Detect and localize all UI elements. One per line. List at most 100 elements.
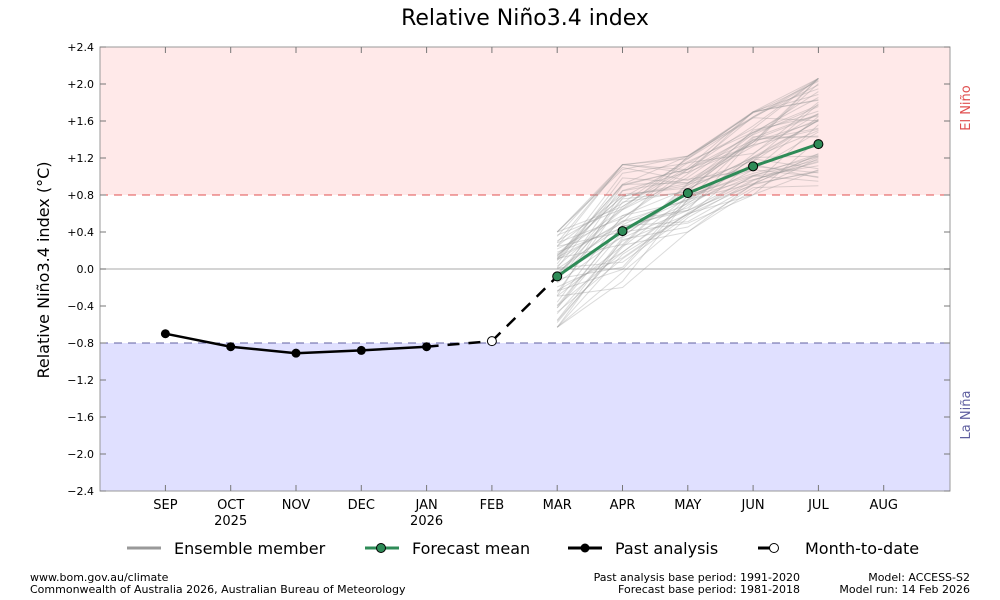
ensemble-member-line [556,124,819,307]
nino34-chart: Relative Niño3.4 index Relative Niño3.4 … [34,6,974,558]
past-analysis-point [226,342,236,352]
ensemble-member-line [556,169,819,292]
footer-past-base-period: Past analysis base period: 1991-2020 [593,571,800,584]
forecast-mean-point [682,188,693,199]
ensemble-members [556,77,819,328]
ensemble-member-line [556,139,819,309]
x-tick-label: JUL [807,498,829,513]
x-tick-label: FEB [480,498,505,513]
ensemble-member-line [556,84,819,258]
ensemble-member-line [557,101,819,247]
legend-marker-mtd [769,543,779,553]
ensemble-member-line [556,116,819,296]
y-tick-label: −2.0 [67,448,94,461]
ensemble-member-line [556,170,819,321]
ensemble-member-line [556,117,819,260]
la-nina-label: La Niña [959,391,974,440]
legend-label: Month-to-date [805,539,919,558]
legend-marker-forecast [376,543,386,553]
y-tick-label: −2.4 [67,485,94,498]
x-tick-label: MAR [543,498,572,513]
ensemble-member-line [556,88,819,233]
ensemble-member-line [556,78,819,260]
ensemble-member-line [556,77,819,243]
la-nina-region [100,343,950,491]
ensemble-member-line [556,185,819,328]
x-tick-label: DEC [348,498,375,513]
y-tick-label: +1.2 [67,152,94,165]
legend-label: Past analysis [615,539,718,558]
y-tick-label: +2.4 [67,41,94,54]
y-tick-label: +1.6 [67,115,94,128]
ensemble-member-line [556,83,819,269]
ensemble-member-line [556,112,819,276]
chart-title: Relative Niño3.4 index [401,6,649,31]
y-tick-label: −0.8 [67,337,94,350]
forecast-mean-point [748,161,759,172]
y-axis-label: Relative Niño3.4 index (°C) [34,162,53,379]
x-tick-label: JAN [414,498,437,513]
forecast-mean-point [552,271,563,282]
ensemble-member-line [556,163,819,328]
past-analysis-point [422,342,432,352]
ensemble-member-line [556,120,819,233]
ensemble-member-line [556,160,819,288]
ensemble-member-line [556,165,819,297]
ensemble-member-line [556,78,819,247]
footer-base-periods: Past analysis base period: 1991-2020 For… [560,572,800,596]
ensemble-member-line [556,79,819,247]
el-nino-region [100,47,950,195]
ensemble-member-line [556,153,819,306]
y-tick-label: +0.4 [67,226,94,239]
x-tick-label: NOV [282,498,311,513]
forecast-mean-point [813,139,824,150]
ensemble-member-line [557,94,819,236]
x-tick-label: OCT [217,498,244,513]
legend-label: Forecast mean [412,539,530,558]
ensemble-member-line [556,78,819,261]
ensemble-member-line [556,110,819,279]
ensemble-member-line [556,103,819,265]
ensemble-member-line [557,120,819,253]
x-year-label: 2025 [214,514,247,529]
y-tick-label: +0.8 [67,189,94,202]
x-tick-label: AUG [869,498,897,513]
footer-model-run: Model run: 14 Feb 2026 [839,583,970,596]
connector-line [491,275,559,342]
legend: Ensemble member Forecast mean Past analysi… [127,539,919,558]
ensemble-member-line [557,118,819,259]
x-tick-label: JUN [741,498,765,513]
legend-item-past: Past analysis [568,539,718,558]
plot-area: El Niño La Niña +2.4 +2.0 +1.6 +1.2 +0.8 +0.4 0.… [67,41,974,529]
ensemble-member-line [556,77,819,237]
ensemble-member-line [556,99,819,242]
past-analysis-point [160,329,170,339]
ensemble-member-line [556,175,819,328]
x-tick-label: MAY [674,498,701,513]
legend-item-mtd: Month-to-date [758,539,919,558]
ensemble-member-line [557,106,819,244]
month-to-date-line [426,339,493,348]
x-tick-label: APR [610,498,636,513]
ensemble-member-line [557,156,819,292]
y-tick-label: −0.4 [67,300,94,313]
footer-credits: www.bom.gov.au/climate Commonwealth of A… [30,572,405,596]
ensemble-member-line [557,119,819,269]
month-to-date-point [486,336,497,347]
ensemble-member-line [556,153,819,315]
ensemble-member-line [557,158,819,297]
y-axis: +2.4 +2.0 +1.6 +1.2 +0.8 +0.4 0.0 −0.4 −0.8 −1.2 −… [67,41,950,498]
ensemble-member-line [556,128,819,257]
legend-item-forecast: Forecast mean [365,539,530,558]
ensemble-member-line [557,99,819,233]
y-tick-label: −1.6 [67,411,94,424]
ensemble-member-line [556,97,819,267]
ensemble-member-line [556,114,819,255]
ensemble-member-line [556,77,819,256]
forecast-mean-point [617,226,628,237]
ensemble-member-line [556,104,819,276]
ensemble-member-line [556,135,819,273]
x-year-label: 2026 [410,514,443,529]
y-tick-label: −1.2 [67,374,94,387]
x-tick-label: SEP [153,498,177,513]
